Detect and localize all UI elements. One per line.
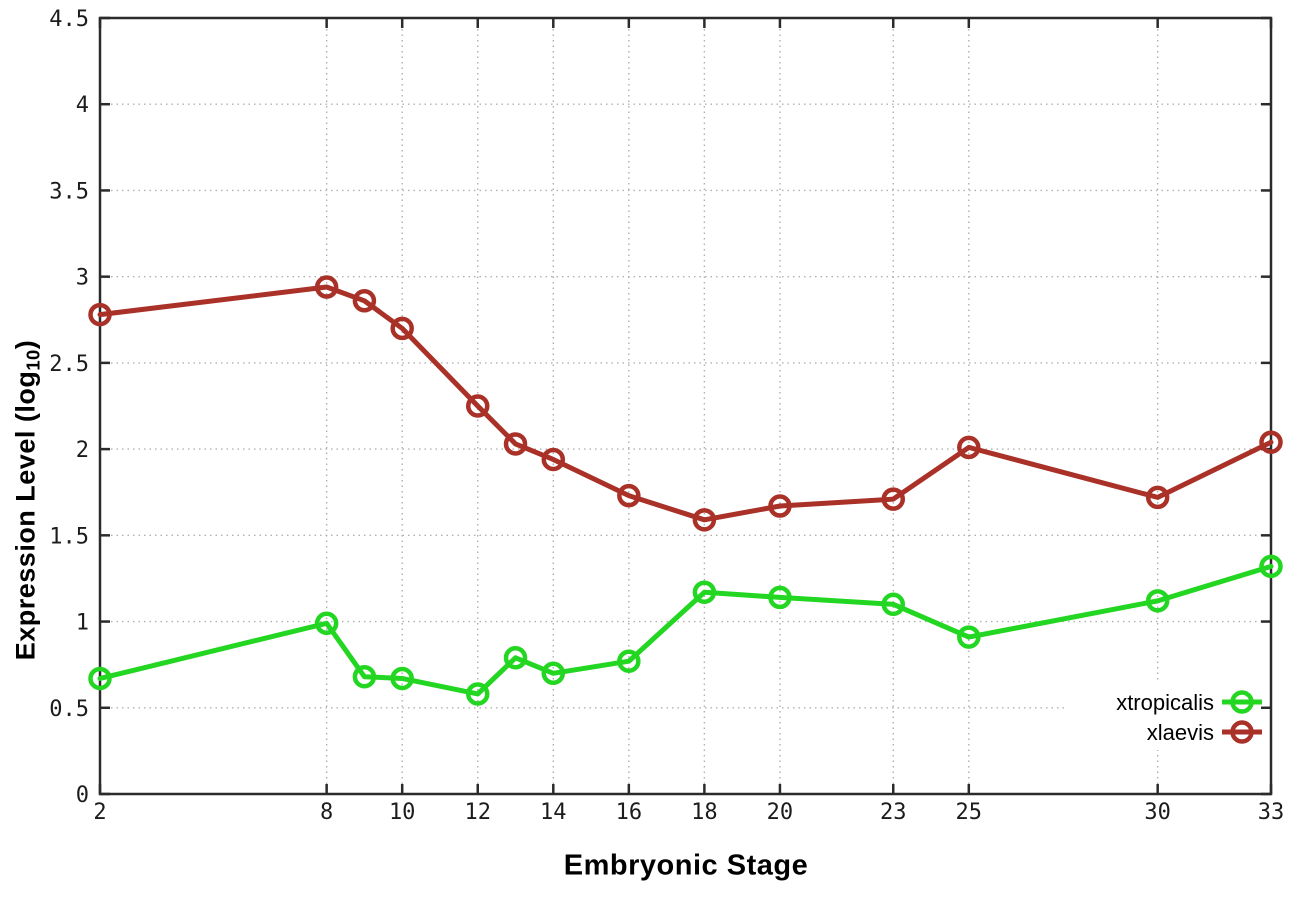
data-point-xtropicalis (1259, 554, 1283, 579)
data-point-xlaevis (881, 487, 906, 511)
y-axis-title-sub: 10 (22, 349, 44, 371)
y-tick-label: 3.5 (49, 179, 89, 204)
x-tick-label: 14 (540, 800, 567, 825)
data-point-xlaevis (1145, 485, 1170, 510)
x-tick-label: 2 (93, 800, 106, 825)
y-axis-title-pre: Expression Level (log (10, 370, 41, 661)
legend-label-xlaevis: xlaevis (1147, 720, 1214, 745)
data-point-xlaevis (88, 302, 112, 327)
data-point-xlaevis (541, 447, 566, 472)
y-tick-label: 0 (76, 783, 89, 808)
y-axis-title-post: ) (10, 339, 41, 350)
data-point-xlaevis (957, 435, 981, 460)
plot-border (98, 16, 1273, 796)
x-tick-label: 33 (1258, 800, 1285, 825)
data-point-xtropicalis (957, 625, 981, 649)
y-tick-label: 1.5 (49, 524, 89, 549)
data-point-xlaevis (1259, 430, 1283, 454)
x-tick-label: 23 (880, 800, 907, 825)
x-tick-label: 25 (956, 800, 983, 825)
x-axis-title: Embryonic Stage (563, 849, 809, 882)
data-point-xtropicalis (692, 580, 717, 604)
y-axis-title: Expression Level (log10) (10, 339, 44, 661)
data-point-xtropicalis (1145, 589, 1170, 613)
data-point-xtropicalis (314, 611, 339, 636)
x-tick-label: 30 (1144, 800, 1171, 825)
y-tick-label: 2 (76, 438, 89, 463)
legend-marker-xtropicalis (1230, 690, 1254, 714)
data-point-xtropicalis (881, 592, 906, 617)
y-tick-label: 4 (76, 93, 89, 118)
legend-marker-xlaevis (1230, 720, 1254, 744)
data-point-xtropicalis (617, 649, 641, 673)
data-point-xtropicalis (768, 585, 792, 610)
data-point-xlaevis (465, 394, 490, 418)
data-point-xlaevis (503, 432, 528, 456)
data-point-xtropicalis (352, 664, 377, 689)
y-tick-label: 0.5 (49, 697, 89, 722)
data-point-xlaevis (314, 275, 339, 299)
y-tick-label: 3 (76, 266, 89, 291)
data-point-xtropicalis (465, 682, 490, 706)
x-tick-label: 18 (691, 800, 718, 825)
data-point-xlaevis (692, 508, 717, 532)
data-point-xtropicalis (541, 661, 566, 686)
x-tick-label: 8 (320, 800, 333, 825)
x-tick-label: 16 (616, 800, 643, 825)
data-point-xtropicalis (390, 666, 414, 691)
x-tick-label: 10 (389, 800, 416, 825)
data-point-xtropicalis (503, 646, 528, 670)
x-tick-label: 20 (767, 800, 794, 825)
y-tick-label: 2.5 (49, 352, 89, 377)
data-point-xlaevis (390, 316, 414, 341)
y-tick-label: 4.5 (49, 7, 89, 32)
series-line-xtropicalis (97, 563, 1274, 697)
series-line-xlaevis (97, 284, 1274, 523)
data-point-xlaevis (768, 494, 792, 518)
x-tick-label: 12 (464, 800, 491, 825)
data-point-xtropicalis (88, 666, 112, 691)
data-point-xlaevis (617, 483, 641, 508)
data-point-xlaevis (352, 289, 377, 313)
y-tick-label: 1 (76, 611, 89, 636)
legend-label-xtropicalis: xtropicalis (1116, 690, 1214, 715)
